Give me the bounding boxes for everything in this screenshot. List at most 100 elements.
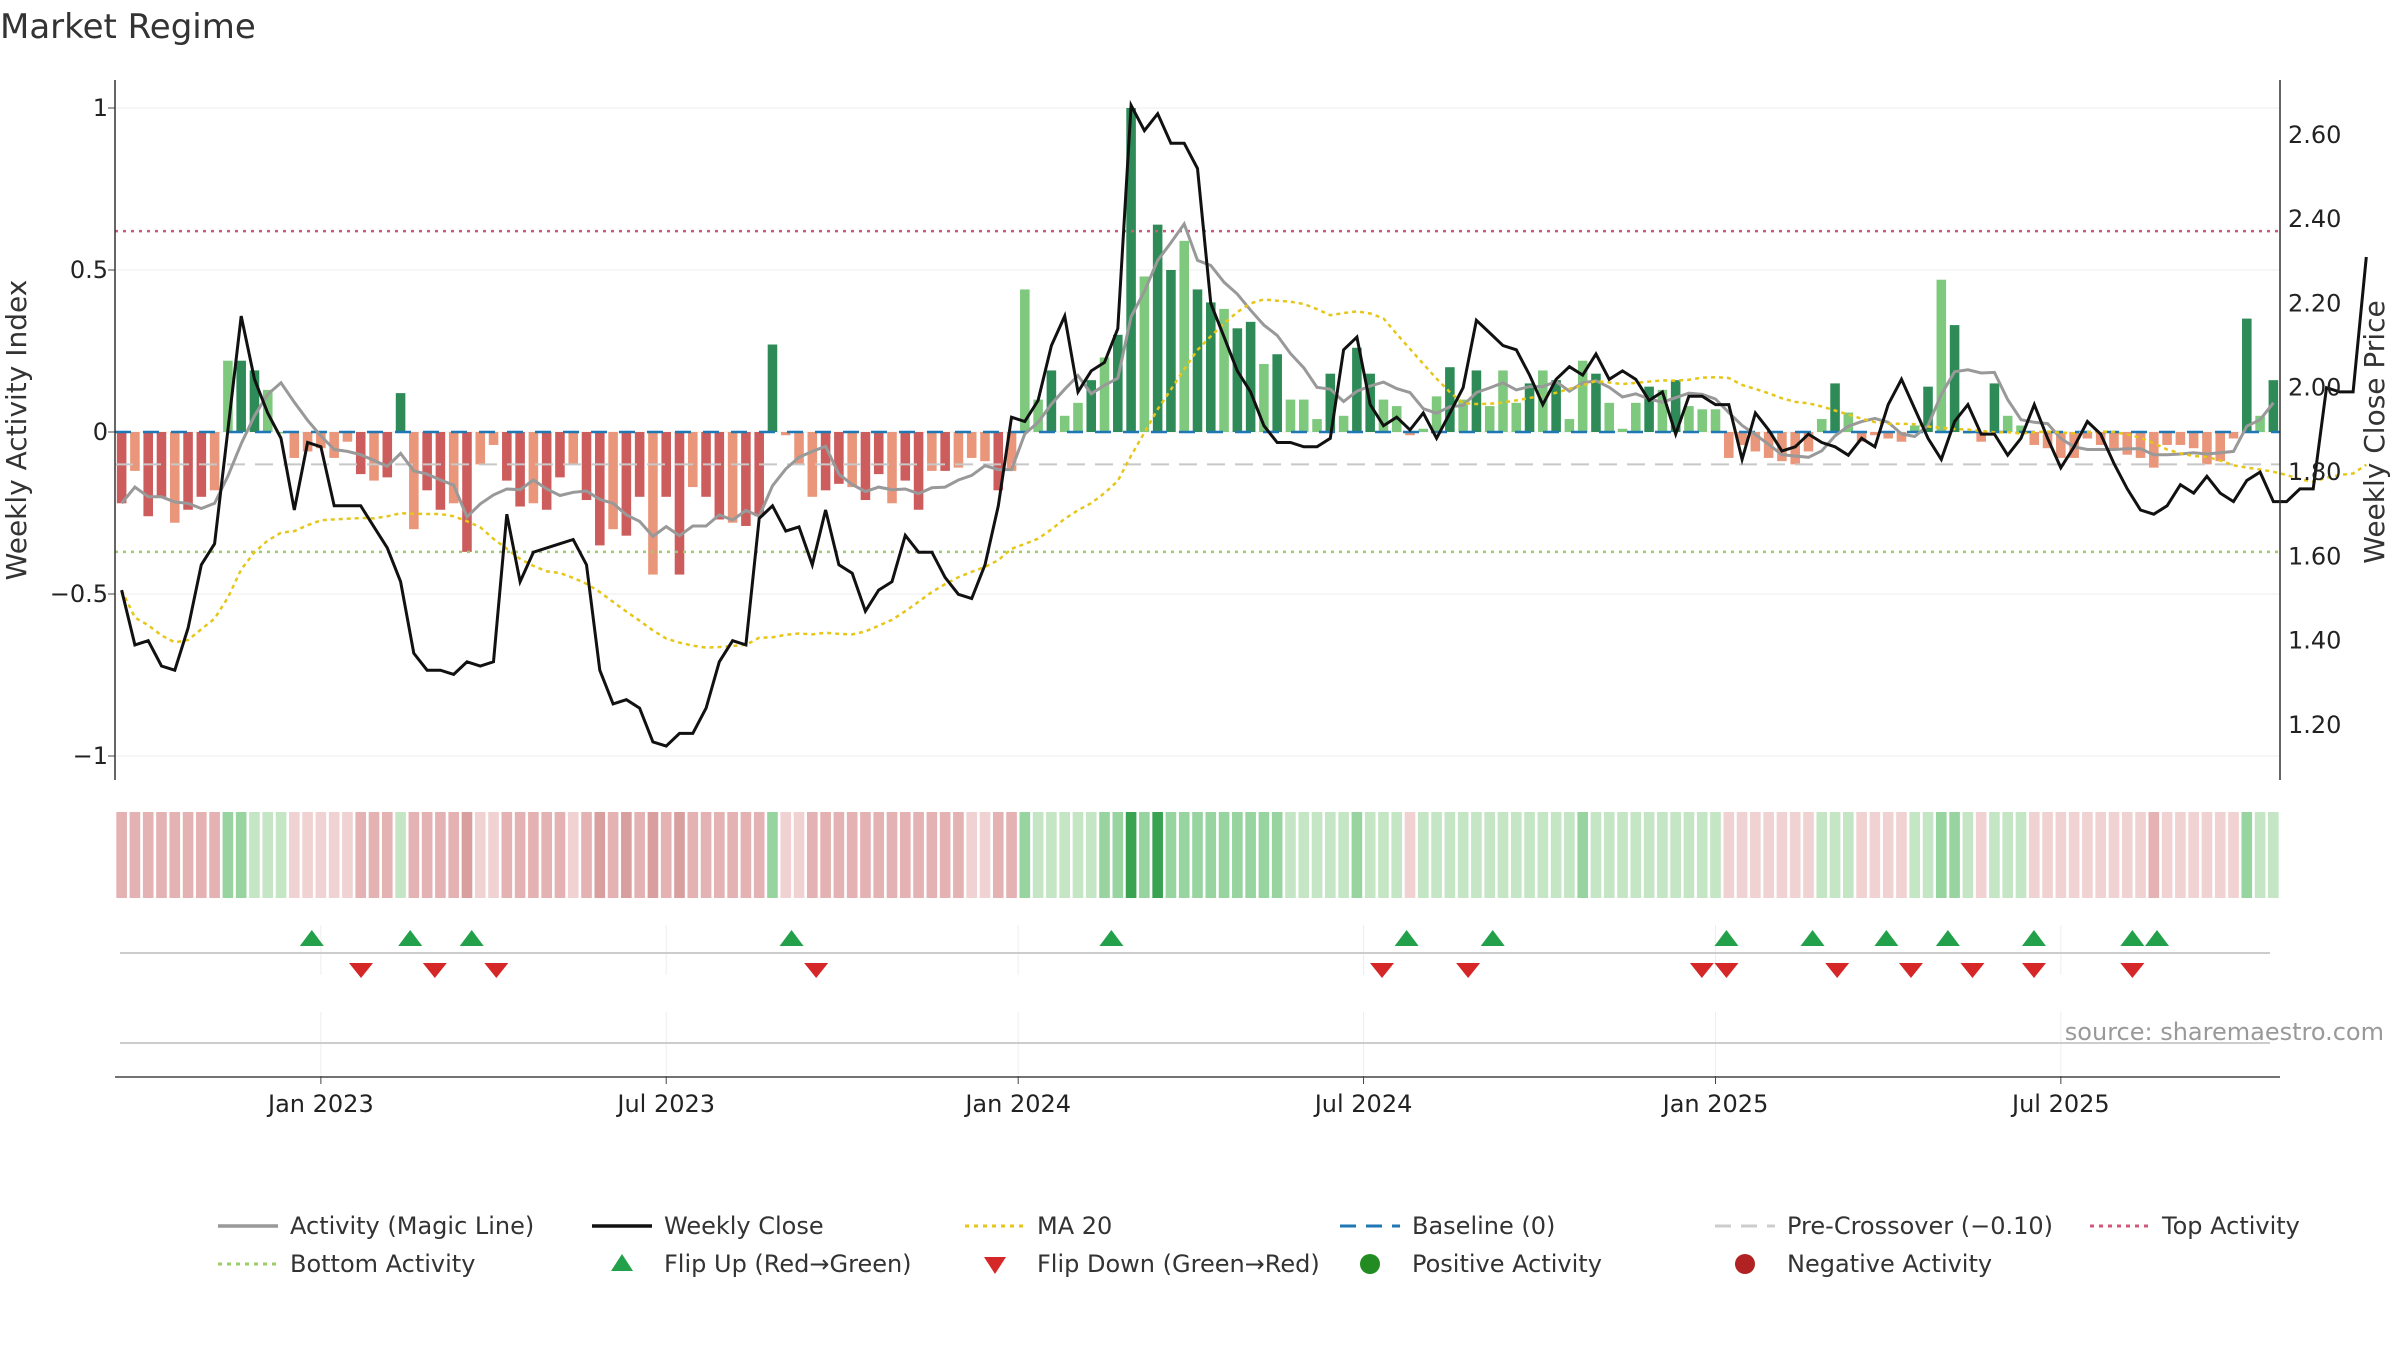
flip-down-marker: [484, 963, 509, 978]
regime-cell: [966, 812, 978, 898]
activity-bar: [1338, 415, 1349, 432]
activity-bar: [1670, 380, 1681, 432]
legend-label: Activity (Magic Line): [290, 1212, 534, 1240]
regime-cell: [355, 812, 367, 898]
regime-cell: [1046, 812, 1057, 898]
regime-cell: [1085, 812, 1097, 898]
regime-cell: [2241, 812, 2253, 898]
flip-up-marker: [398, 930, 423, 946]
regime-cell: [156, 812, 167, 898]
regime-cell: [700, 812, 712, 898]
regime-cell: [939, 812, 951, 898]
flip-up-marker: [1480, 930, 1505, 946]
regime-cell: [2161, 812, 2173, 898]
activity-bar: [1710, 409, 1721, 432]
activity-bar: [900, 432, 911, 481]
regime-cell: [1816, 812, 1828, 898]
activity-bar: [1179, 240, 1189, 432]
regime-cell: [1630, 812, 1642, 898]
activity-bar: [236, 360, 246, 432]
activity-bar: [674, 432, 685, 575]
x-tick-label: Jan 2025: [1661, 1090, 1769, 1118]
activity-bar: [834, 432, 844, 484]
activity-bar: [2122, 432, 2133, 455]
activity-bar: [1777, 432, 1787, 462]
activity-bar: [741, 432, 751, 526]
activity-bar: [1591, 373, 1601, 432]
activity-bar: [2149, 432, 2159, 468]
regime-cell: [1351, 812, 1363, 898]
regime-cell: [1245, 812, 1256, 898]
activity-bar: [1325, 373, 1336, 432]
activity-bar: [2188, 432, 2199, 449]
activity-bar: [2215, 432, 2226, 462]
activity-bar: [1843, 412, 1854, 432]
regime-cell: [1325, 812, 1336, 898]
regime-cell: [1112, 812, 1124, 898]
activity-bar: [621, 432, 632, 536]
regime-cell: [474, 812, 486, 898]
regime-cell: [514, 812, 526, 898]
activity-bar: [555, 432, 565, 478]
weekly-close-line: [120, 99, 2368, 748]
regime-cell: [1909, 812, 1921, 898]
regime-cell: [1550, 812, 1562, 898]
activity-bar: [183, 432, 193, 510]
activity-bar: [727, 432, 738, 523]
activity-bar: [1577, 360, 1588, 432]
activity-bar: [1724, 432, 1734, 458]
activity-bar: [1086, 380, 1097, 432]
legend-label: Flip Up (Red→Green): [664, 1250, 912, 1278]
activity-bar: [1909, 425, 1920, 432]
flip-up-marker: [1800, 930, 1825, 946]
regime-cell: [647, 812, 659, 898]
legend-label: Negative Activity: [1787, 1250, 1992, 1278]
regime-cell: [1032, 812, 1044, 898]
regime-cell: [1776, 812, 1788, 898]
activity-bar: [169, 432, 180, 523]
activity-bar: [249, 370, 260, 432]
regime-cell: [328, 812, 340, 898]
activity-bar: [634, 432, 645, 497]
flip-down-marker: [1825, 963, 1850, 978]
activity-bar: [1126, 108, 1136, 432]
x-tick-label: Jul 2025: [2010, 1090, 2110, 1118]
regime-cell: [2108, 812, 2120, 898]
activity-bar: [1498, 370, 1508, 432]
activity-bar: [1697, 409, 1708, 432]
regime-cell: [1510, 812, 1522, 898]
activity-bar: [1484, 406, 1495, 432]
activity-bar: [1272, 354, 1282, 432]
regime-cell: [1869, 812, 1881, 898]
regime-cell: [780, 812, 792, 898]
regime-cell: [1564, 812, 1575, 898]
flip-up-marker: [779, 930, 804, 946]
activity-bar: [1883, 432, 1893, 439]
regime-cell: [1417, 812, 1429, 898]
activity-bar: [1405, 432, 1415, 436]
flip-up-marker: [1874, 930, 1899, 946]
regime-cell: [501, 812, 513, 898]
activity-bar: [1471, 370, 1482, 432]
legend-label: MA 20: [1037, 1212, 1112, 1240]
legend-label: Weekly Close: [664, 1212, 824, 1240]
regime-cell: [979, 812, 991, 898]
regime-cell: [1617, 812, 1628, 898]
regime-cell: [1019, 812, 1031, 898]
activity-bar: [1312, 419, 1322, 432]
activity-bar: [329, 432, 339, 458]
flip-down-marker: [1960, 963, 1985, 978]
activity-bar: [780, 432, 791, 436]
regime-cell: [275, 812, 287, 898]
regime-cell: [594, 812, 606, 898]
activity-bar: [209, 432, 220, 491]
activity-bar: [1524, 383, 1535, 432]
activity-bar: [980, 432, 990, 462]
y-tick-label: 1: [93, 94, 108, 122]
regime-cell: [1431, 812, 1442, 898]
activity-bar: [2242, 318, 2252, 432]
activity-bar: [1378, 399, 1389, 432]
regime-cell: [687, 812, 699, 898]
regime-cell: [621, 812, 632, 898]
legend-item: MA 20: [965, 1212, 1112, 1240]
